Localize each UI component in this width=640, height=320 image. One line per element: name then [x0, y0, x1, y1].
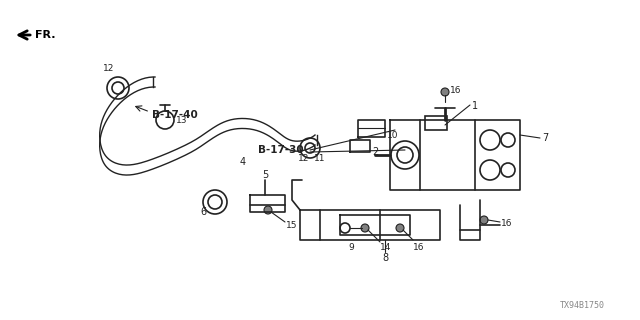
Circle shape	[396, 224, 404, 232]
Text: 16: 16	[450, 85, 461, 94]
Text: 10: 10	[387, 131, 399, 140]
Text: 2: 2	[372, 147, 378, 157]
Text: 7: 7	[542, 133, 548, 143]
Text: B-17-40: B-17-40	[152, 110, 198, 120]
Text: FR.: FR.	[35, 30, 56, 40]
Text: 16: 16	[501, 220, 513, 228]
Text: 12: 12	[298, 154, 309, 163]
Text: 14: 14	[380, 244, 392, 252]
Text: B-17-30: B-17-30	[258, 145, 303, 155]
Text: 6: 6	[200, 207, 206, 217]
Text: 8: 8	[382, 253, 388, 263]
Circle shape	[480, 216, 488, 224]
Text: 16: 16	[413, 243, 424, 252]
Text: 9: 9	[348, 243, 354, 252]
Text: 11: 11	[314, 154, 326, 163]
Text: 4: 4	[240, 157, 246, 167]
Circle shape	[264, 206, 272, 214]
Text: 13: 13	[176, 116, 188, 124]
Bar	[425, 116, 447, 130]
Text: TX94B1750: TX94B1750	[560, 300, 605, 309]
Text: 12: 12	[103, 63, 115, 73]
Text: 1: 1	[472, 101, 478, 111]
Circle shape	[361, 224, 369, 232]
Circle shape	[441, 88, 449, 96]
Text: 5: 5	[262, 170, 268, 180]
Text: 15: 15	[286, 220, 298, 229]
